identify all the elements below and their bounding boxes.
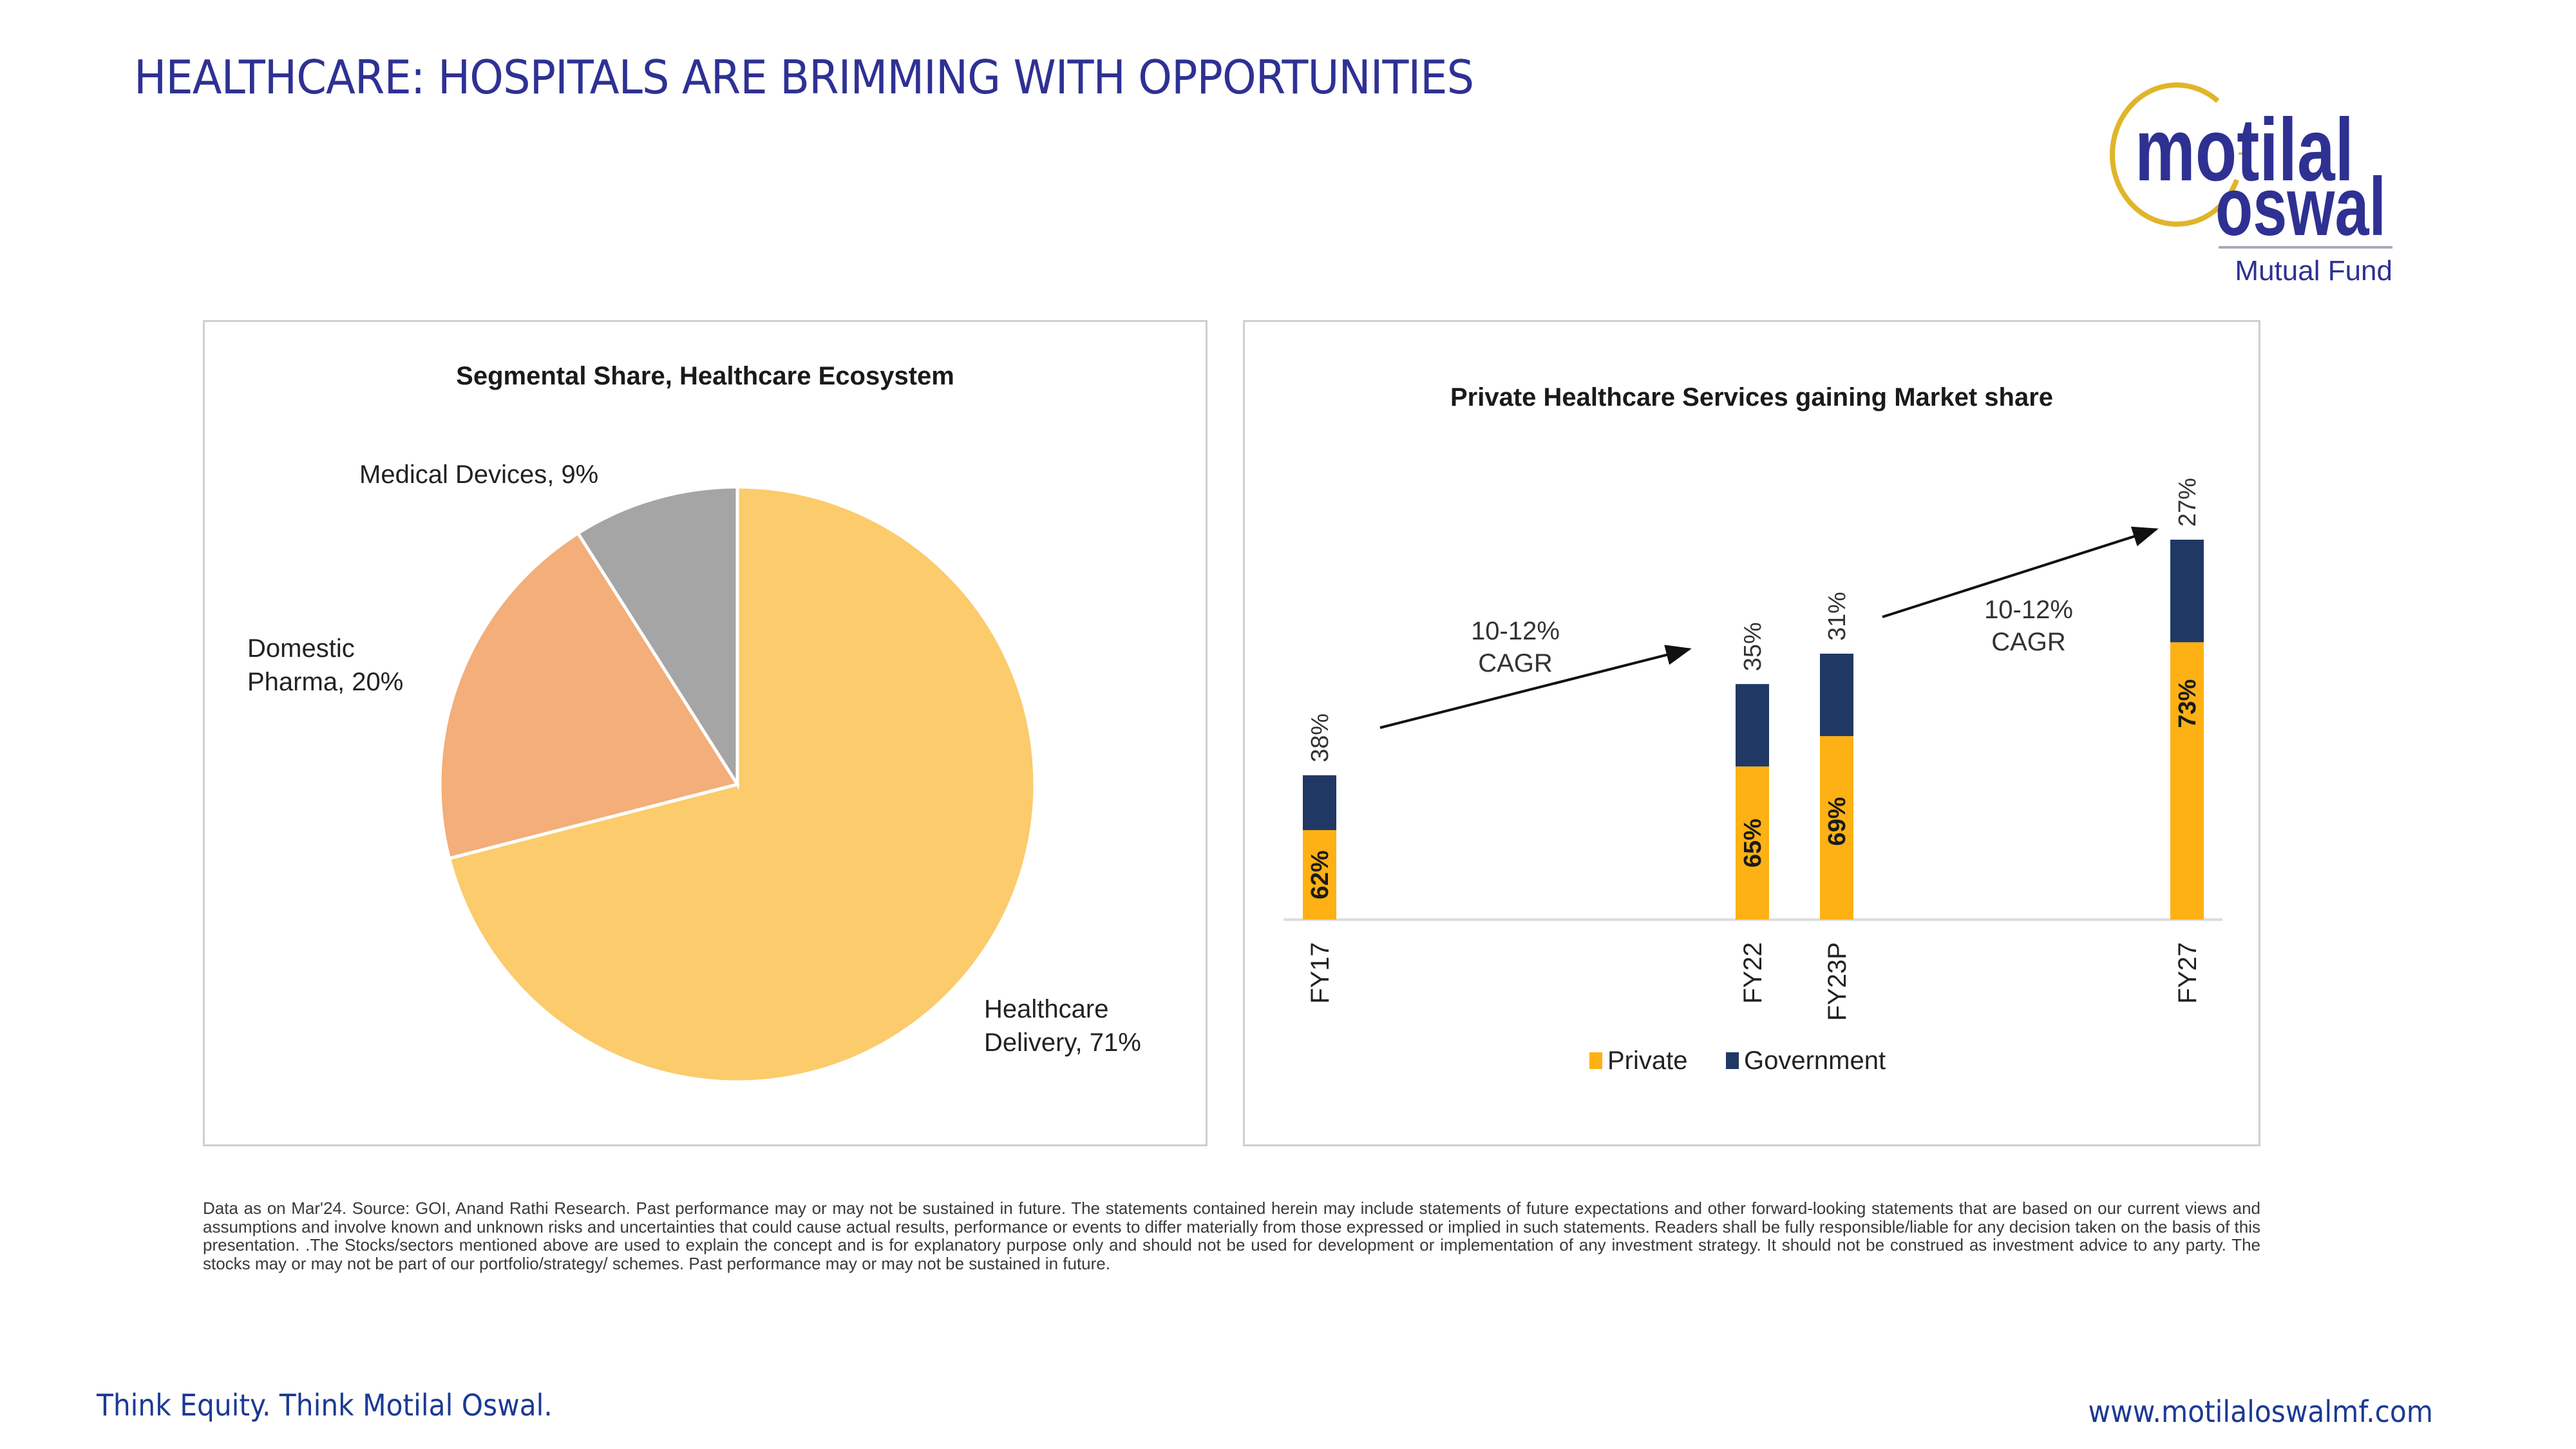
bar-chart-panel: Private Healthcare Services gaining Mark…	[1243, 320, 2260, 1146]
bar-government-fy23p	[1820, 654, 1853, 737]
legend-swatch-private	[1589, 1052, 1602, 1069]
pie-chart-title: Segmental Share, Healthcare Ecosystem	[456, 362, 954, 390]
bar-private-fy17	[1303, 829, 1336, 920]
pie-slice-healthcare-delivery	[447, 485, 1037, 1084]
data-label-private-fy27: 73%	[2174, 679, 2201, 728]
data-label-private-fy17: 62%	[1307, 850, 1334, 899]
bar-private-fy23p	[1820, 736, 1853, 920]
data-label-government-fy17: 38%	[1307, 714, 1334, 762]
pie-label-healthcare-delivery: Healthcare Delivery, 71%	[984, 995, 1141, 1057]
x-tick-label-fy17: FY17	[1306, 942, 1334, 1004]
logo-line2: oswal	[2215, 161, 2386, 253]
pie-label-domestic-pharma: Domestic Pharma, 20%	[247, 634, 403, 696]
bar-chart-title: Private Healthcare Services gaining Mark…	[1450, 383, 2053, 412]
x-tick-label-fy22: FY22	[1739, 942, 1767, 1004]
disclaimer-text: Data as on Mar'24. Source: GOI, Anand Ra…	[203, 1198, 2260, 1273]
bar-government-fy22	[1736, 684, 1769, 767]
logo-ring-icon	[2110, 82, 2244, 227]
logo-divider	[2219, 246, 2392, 249]
bar-government-fy17	[1303, 775, 1336, 830]
bar-private-fy27	[2170, 642, 2204, 920]
cagr-annotation-fy23p-to-fy27: 10-12% CAGR	[1984, 596, 2073, 656]
pie-chart-panel: Segmental Share, Healthcare Ecosystem He…	[203, 320, 1208, 1146]
footer-website-link[interactable]: www.motilaloswalmf.com	[2088, 1394, 2433, 1429]
pie-slice-domestic-pharma	[438, 531, 740, 860]
footer-tagline: Think Equity. Think Motilal Oswal.	[97, 1388, 553, 1423]
data-label-government-fy27: 27%	[2174, 478, 2201, 527]
page-title: HEALTHCARE: HOSPITALS ARE BRIMMING WITH …	[134, 50, 1474, 104]
logo-tagline: Mutual Fund	[2235, 255, 2392, 287]
cagr-arrow-fy23p-to-fy27	[1882, 526, 2159, 618]
cagr-arrow-fy17-to-fy22	[1379, 645, 1692, 729]
legend-label-private: Private	[1607, 1046, 1688, 1075]
bar-government-fy27	[2170, 540, 2204, 643]
bar-chart: 62% 38% FY17 65% 35% FY22 69% 31% FY23P 73% 27% FY2…	[1283, 478, 2222, 1075]
legend-swatch-government	[1726, 1052, 1739, 1069]
cagr-annotation-fy17-to-fy22: 10-12% CAGR	[1471, 617, 1560, 677]
bar-private-fy22	[1736, 766, 1769, 920]
motilal-oswal-logo: motilal oswal Mutual Fund	[2110, 82, 2392, 287]
x-tick-label-fy23p: FY23P	[1823, 942, 1852, 1021]
data-label-government-fy23p: 31%	[1824, 592, 1851, 641]
data-label-government-fy22: 35%	[1739, 622, 1766, 671]
legend-label-government: Government	[1744, 1046, 1886, 1075]
data-label-private-fy22: 65%	[1739, 819, 1766, 867]
pie-label-medical-devices: Medical Devices, 9%	[359, 460, 598, 489]
data-label-private-fy23p: 69%	[1824, 797, 1851, 846]
logo-line1: motilal	[2135, 100, 2354, 200]
pie-slice-medical-devices	[575, 485, 739, 790]
pie-chart: Healthcare Delivery, 71% Domestic Pharma, 2…	[247, 460, 1141, 1084]
x-tick-label-fy27: FY27	[2174, 942, 2202, 1004]
